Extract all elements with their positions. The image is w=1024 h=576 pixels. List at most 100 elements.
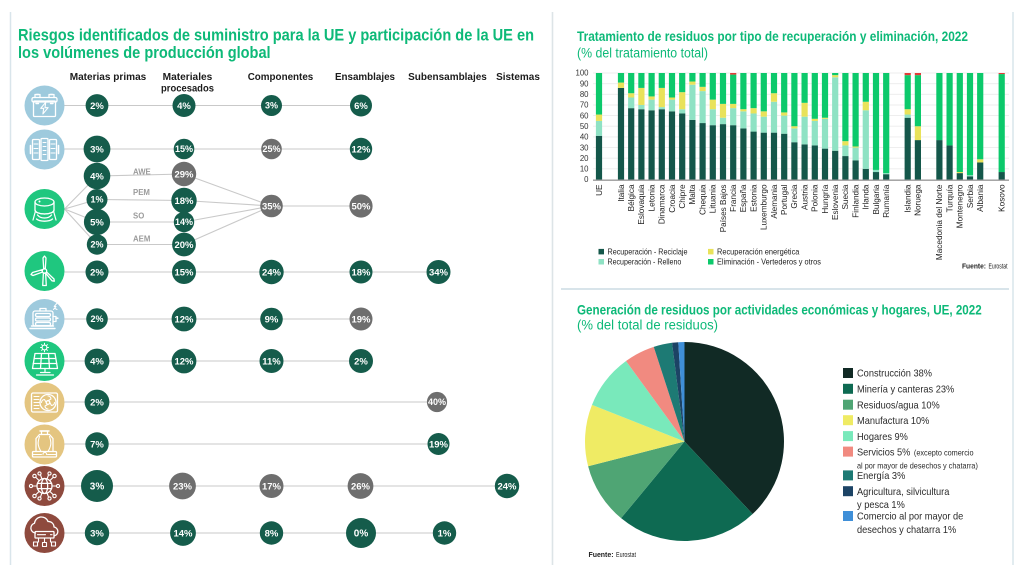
svg-text:Finlandia: Finlandia bbox=[851, 184, 860, 218]
svg-text:Kosovo: Kosovo bbox=[998, 184, 1007, 212]
svg-text:Energía 3%: Energía 3% bbox=[857, 470, 905, 482]
svg-text:10: 10 bbox=[580, 165, 589, 174]
svg-text:6%: 6% bbox=[354, 101, 368, 112]
svg-text:2%: 2% bbox=[354, 356, 368, 367]
svg-text:(% del total de residuos): (% del total de residuos) bbox=[577, 318, 718, 333]
svg-text:Alemania: Alemania bbox=[770, 184, 779, 219]
svg-text:12%: 12% bbox=[351, 144, 371, 155]
svg-text:12%: 12% bbox=[174, 314, 194, 325]
svg-text:12%: 12% bbox=[174, 356, 194, 367]
svg-text:Macedonia del Norte: Macedonia del Norte bbox=[935, 184, 944, 260]
svg-text:Eliminación - Vertederos y otr: Eliminación - Vertederos y otros bbox=[717, 257, 821, 267]
svg-text:UE: UE bbox=[595, 184, 604, 196]
svg-text:3%: 3% bbox=[90, 482, 105, 493]
svg-text:Grecia: Grecia bbox=[790, 184, 799, 209]
svg-text:Construcción 38%: Construcción 38% bbox=[857, 368, 932, 380]
svg-text:2%: 2% bbox=[90, 240, 103, 250]
svg-text:Polonia: Polonia bbox=[811, 184, 820, 212]
svg-text:Países Bajos: Países Bajos bbox=[719, 185, 728, 233]
svg-text:al por mayor de desechos y cha: al por mayor de desechos y chatarra) bbox=[857, 461, 978, 471]
svg-text:19%: 19% bbox=[429, 439, 449, 450]
svg-text:60: 60 bbox=[580, 111, 589, 120]
svg-text:los volúmenes de producción gl: los volúmenes de producción global bbox=[18, 43, 271, 62]
svg-text:Fuente:: Fuente: bbox=[589, 550, 614, 559]
svg-text:Bulgaria: Bulgaria bbox=[872, 184, 881, 214]
svg-text:Recuperación - Reciclaje: Recuperación - Reciclaje bbox=[608, 247, 688, 257]
svg-text:Serbia: Serbia bbox=[966, 184, 975, 208]
svg-text:50: 50 bbox=[580, 122, 589, 131]
svg-text:Dinamarca: Dinamarca bbox=[658, 184, 667, 224]
svg-text:18%: 18% bbox=[174, 196, 194, 207]
svg-text:Lituania: Lituania bbox=[709, 184, 718, 213]
svg-text:100: 100 bbox=[575, 69, 589, 78]
svg-text:80: 80 bbox=[580, 90, 589, 99]
svg-text:Noruega: Noruega bbox=[914, 184, 923, 216]
svg-text:50%: 50% bbox=[351, 201, 371, 212]
svg-text:Chipre: Chipre bbox=[678, 184, 687, 209]
svg-text:Eurostat: Eurostat bbox=[989, 262, 1008, 271]
svg-text:35%: 35% bbox=[262, 201, 282, 212]
svg-text:2%: 2% bbox=[90, 101, 104, 112]
svg-text:Recuperación energética: Recuperación energética bbox=[717, 247, 800, 257]
svg-text:España: España bbox=[739, 184, 748, 212]
svg-text:Irlanda: Irlanda bbox=[862, 184, 871, 209]
svg-text:3%: 3% bbox=[90, 528, 104, 539]
svg-text:Portugal: Portugal bbox=[780, 184, 789, 215]
svg-text:(excepto comercio: (excepto comercio bbox=[914, 447, 974, 457]
svg-text:14%: 14% bbox=[175, 217, 193, 227]
svg-text:4%: 4% bbox=[90, 171, 104, 182]
svg-text:Servicios 5%: Servicios 5% bbox=[857, 446, 910, 458]
svg-text:18%: 18% bbox=[351, 267, 371, 278]
svg-text:20: 20 bbox=[580, 154, 589, 163]
svg-text:Componentes: Componentes bbox=[248, 72, 314, 83]
svg-text:Riesgos identificados de sumin: Riesgos identificados de suministro para… bbox=[18, 26, 534, 45]
svg-text:19%: 19% bbox=[351, 314, 371, 325]
svg-text:Eslovenia: Eslovenia bbox=[831, 184, 840, 220]
svg-text:Materias primas: Materias primas bbox=[70, 72, 147, 83]
svg-text:Generación de residuos por act: Generación de residuos por actividades e… bbox=[577, 303, 982, 318]
svg-text:Recuperación - Relleno: Recuperación - Relleno bbox=[608, 257, 682, 267]
svg-text:15%: 15% bbox=[175, 144, 193, 154]
svg-text:90: 90 bbox=[580, 79, 589, 88]
svg-text:23%: 23% bbox=[173, 481, 193, 492]
svg-text:Austria: Austria bbox=[800, 184, 809, 210]
svg-text:0: 0 bbox=[584, 175, 589, 184]
svg-text:Materiales: Materiales bbox=[163, 72, 213, 83]
svg-text:y pesca 1%: y pesca 1% bbox=[857, 499, 905, 511]
svg-text:Agricultura, silvicultura: Agricultura, silvicultura bbox=[857, 486, 950, 498]
svg-text:2%: 2% bbox=[90, 397, 104, 408]
svg-text:30: 30 bbox=[580, 143, 589, 152]
svg-text:5%: 5% bbox=[90, 217, 104, 228]
svg-text:70: 70 bbox=[580, 101, 589, 110]
svg-text:24%: 24% bbox=[262, 267, 282, 278]
svg-text:Ensamblajes: Ensamblajes bbox=[335, 72, 395, 83]
svg-text:7%: 7% bbox=[90, 439, 104, 450]
svg-text:SO: SO bbox=[133, 212, 144, 221]
svg-text:24%: 24% bbox=[497, 481, 517, 492]
svg-text:1%: 1% bbox=[438, 528, 452, 539]
svg-text:20%: 20% bbox=[174, 240, 194, 251]
svg-text:15%: 15% bbox=[174, 267, 194, 278]
svg-text:40%: 40% bbox=[428, 397, 446, 407]
svg-text:Turquía: Turquía bbox=[945, 184, 954, 212]
svg-text:2%: 2% bbox=[90, 267, 104, 278]
svg-text:Croacia: Croacia bbox=[668, 184, 677, 213]
svg-text:3%: 3% bbox=[265, 101, 278, 111]
svg-text:4%: 4% bbox=[177, 101, 191, 112]
svg-text:40: 40 bbox=[580, 133, 589, 142]
svg-text:Eurostat: Eurostat bbox=[616, 550, 636, 559]
svg-text:PEM: PEM bbox=[133, 188, 150, 197]
svg-text:Bélgica: Bélgica bbox=[627, 184, 636, 211]
svg-text:Comercio al por mayor de: Comercio al por mayor de bbox=[857, 511, 963, 523]
svg-text:(% del tratamiento total): (% del tratamiento total) bbox=[577, 46, 708, 61]
svg-text:Letonia: Letonia bbox=[647, 184, 656, 211]
svg-text:AEM: AEM bbox=[133, 235, 150, 244]
svg-text:9%: 9% bbox=[265, 314, 279, 325]
svg-text:1%: 1% bbox=[90, 195, 103, 205]
svg-text:0%: 0% bbox=[354, 529, 369, 540]
svg-text:Subensamblajes: Subensamblajes bbox=[408, 72, 487, 83]
svg-text:Manufactura 10%: Manufactura 10% bbox=[857, 415, 929, 427]
svg-text:Eslovaquia: Eslovaquia bbox=[637, 184, 646, 225]
svg-text:11%: 11% bbox=[262, 356, 281, 367]
svg-text:Residuos/agua 10%: Residuos/agua 10% bbox=[857, 399, 940, 411]
